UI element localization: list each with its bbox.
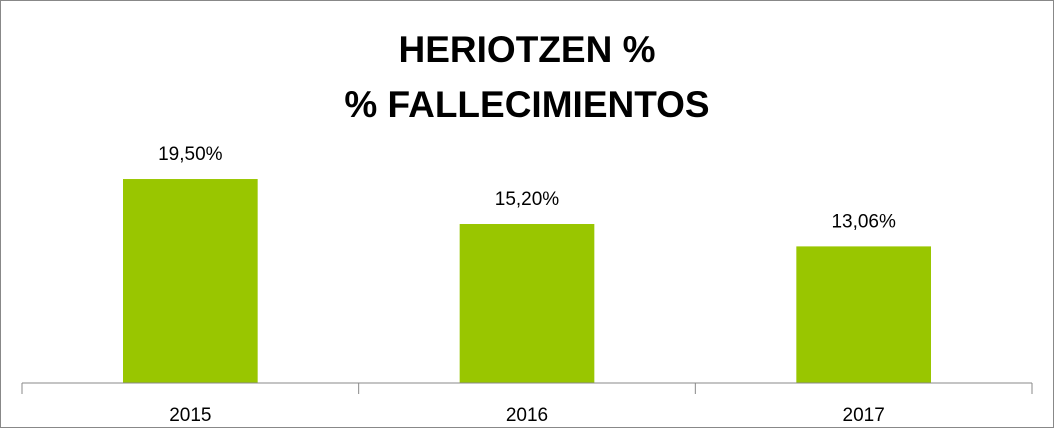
chart-title: HERIOTZEN % (399, 29, 656, 70)
data-label: 19,50% (158, 144, 223, 165)
data-label: 13,06% (831, 211, 896, 232)
data-label: 15,20% (495, 189, 560, 210)
x-tick-label: 2017 (843, 405, 885, 426)
x-tick-label: 2015 (169, 405, 211, 426)
bar (459, 224, 595, 383)
chart-title: % FALLECIMIENTOS (344, 84, 709, 125)
x-tick-label: 2016 (506, 405, 548, 426)
bar (796, 246, 931, 383)
bar (123, 179, 258, 383)
